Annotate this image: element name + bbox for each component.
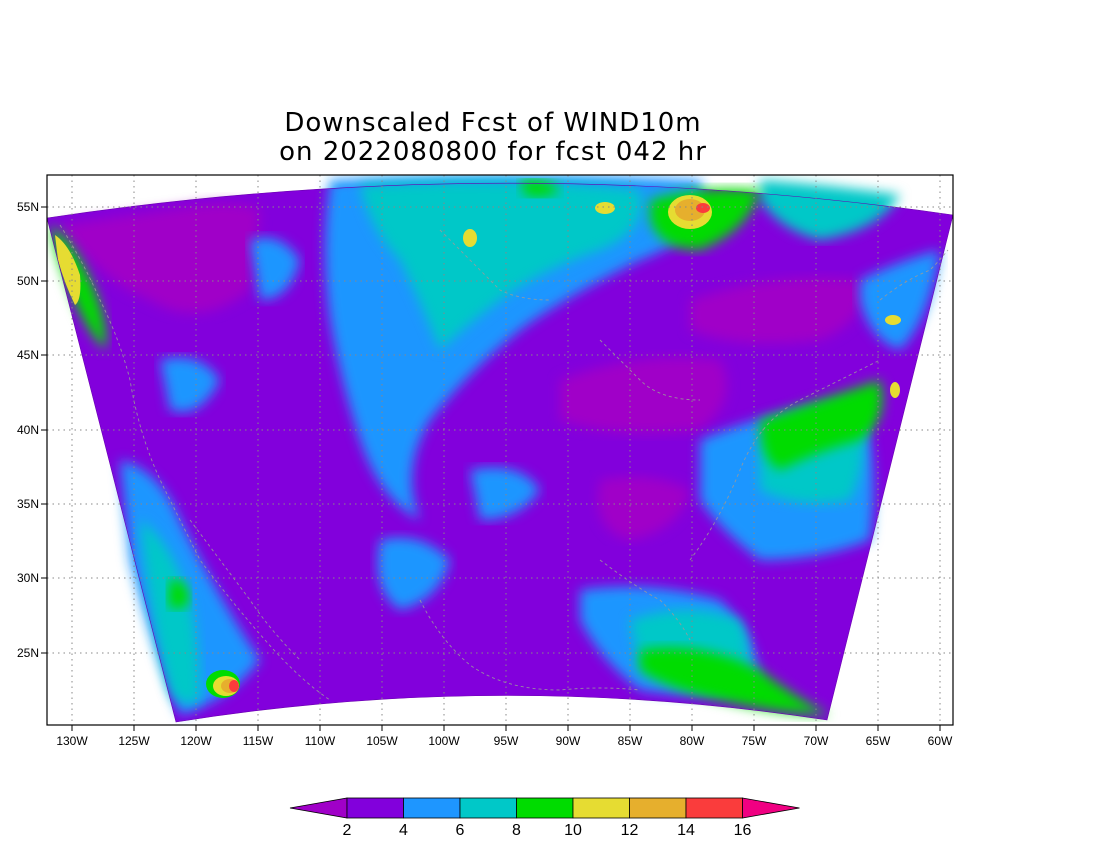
colorbar-label: 2 <box>343 822 352 839</box>
region-mexico-spot <box>377 537 450 610</box>
region-green-pacific-spot <box>168 579 190 609</box>
map-title-line-2: on 2022080800 for fcst 042 hr <box>279 137 707 167</box>
region-red-hudson <box>696 203 710 213</box>
region-rockies-spot <box>250 237 300 300</box>
colorbar-box <box>459 797 517 819</box>
colorbar-label: 6 <box>456 822 465 839</box>
region-canada-east <box>860 250 940 350</box>
region-pacific-sw <box>120 460 260 715</box>
colorbar-label: 14 <box>677 822 695 839</box>
region-green-north-spot <box>520 179 560 197</box>
tick-label-lat: 45N <box>17 348 39 362</box>
colorbar-box <box>516 797 574 819</box>
region-yellow-spot-1 <box>595 202 615 214</box>
region-yellow-spot-2 <box>463 229 477 247</box>
colorbar-box <box>629 797 687 819</box>
map-title-line-1: Downscaled Fcst of WIND10m <box>284 108 702 138</box>
tick-label-lon: 70W <box>804 734 829 748</box>
tick-label-lon: 125W <box>118 734 150 748</box>
region-green-atlantic <box>760 380 883 470</box>
region-teal-pacific <box>140 520 200 704</box>
wind-field <box>47 175 953 723</box>
region-low-ne <box>690 277 862 344</box>
region-low-south <box>598 476 690 540</box>
colorbar-box <box>685 797 743 819</box>
tick-label-lat: 30N <box>17 571 39 585</box>
tick-label-lat: 40N <box>17 423 39 437</box>
wind-field-regions <box>50 175 940 715</box>
tick-label-lon: 130W <box>56 734 88 748</box>
tick-label-lon: 75W <box>742 734 767 748</box>
tick-label-lon: 80W <box>680 734 705 748</box>
colorbar-label: 10 <box>564 822 582 839</box>
region-green-caribbean <box>640 647 830 715</box>
colorbar-box <box>572 797 630 819</box>
colorbar-box <box>346 797 404 819</box>
region-basin-spot <box>160 357 220 412</box>
tick-label-lon: 65W <box>866 734 891 748</box>
tick-label-lon: 110W <box>305 734 336 748</box>
colorbar-label: 12 <box>621 822 639 839</box>
region-yellow-spot-4 <box>890 382 900 398</box>
colorbar: 2 4 6 8 10 12 14 16 <box>289 797 800 839</box>
region-low-central <box>560 357 727 434</box>
map-frame <box>46 174 954 726</box>
tick-label-lon: 100W <box>428 734 460 748</box>
tick-label-lon: 115W <box>243 734 274 748</box>
tick-label-lon: 85W <box>618 734 643 748</box>
colorbar-extend-low <box>289 797 348 819</box>
colorbar-label: 8 <box>512 822 521 839</box>
region-orange-hudson <box>675 199 705 221</box>
domain-outline <box>47 182 953 723</box>
region-red-cyclone <box>229 680 239 692</box>
map-grid <box>47 175 953 725</box>
axis-ticks: 130W 125W 120W 115W 110W 105W 100W 95W 90W 85W 80W… <box>17 200 953 748</box>
region-plains-spot <box>470 467 540 520</box>
region-yellow-spot-3 <box>885 315 901 325</box>
tick-label-lon: 90W <box>556 734 581 748</box>
colorbar-box <box>403 797 461 819</box>
region-yellow-coast <box>55 235 81 305</box>
tick-label-lat: 35N <box>17 497 39 511</box>
region-teal-north <box>360 181 642 350</box>
tick-label-lat: 50N <box>17 274 39 288</box>
colorbar-extend-high <box>742 797 800 819</box>
tick-label-lat: 55N <box>17 200 39 214</box>
tick-label-lon: 60W <box>928 734 953 748</box>
tick-label-lon: 95W <box>494 734 519 748</box>
tick-label-lon: 120W <box>180 734 212 748</box>
colorbar-label: 4 <box>399 822 408 839</box>
region-teal-hudson <box>760 180 900 240</box>
tick-label-lat: 25N <box>17 646 39 660</box>
region-low-nw <box>60 203 260 313</box>
colorbar-label: 16 <box>734 822 752 839</box>
tick-label-lon: 105W <box>366 734 398 748</box>
